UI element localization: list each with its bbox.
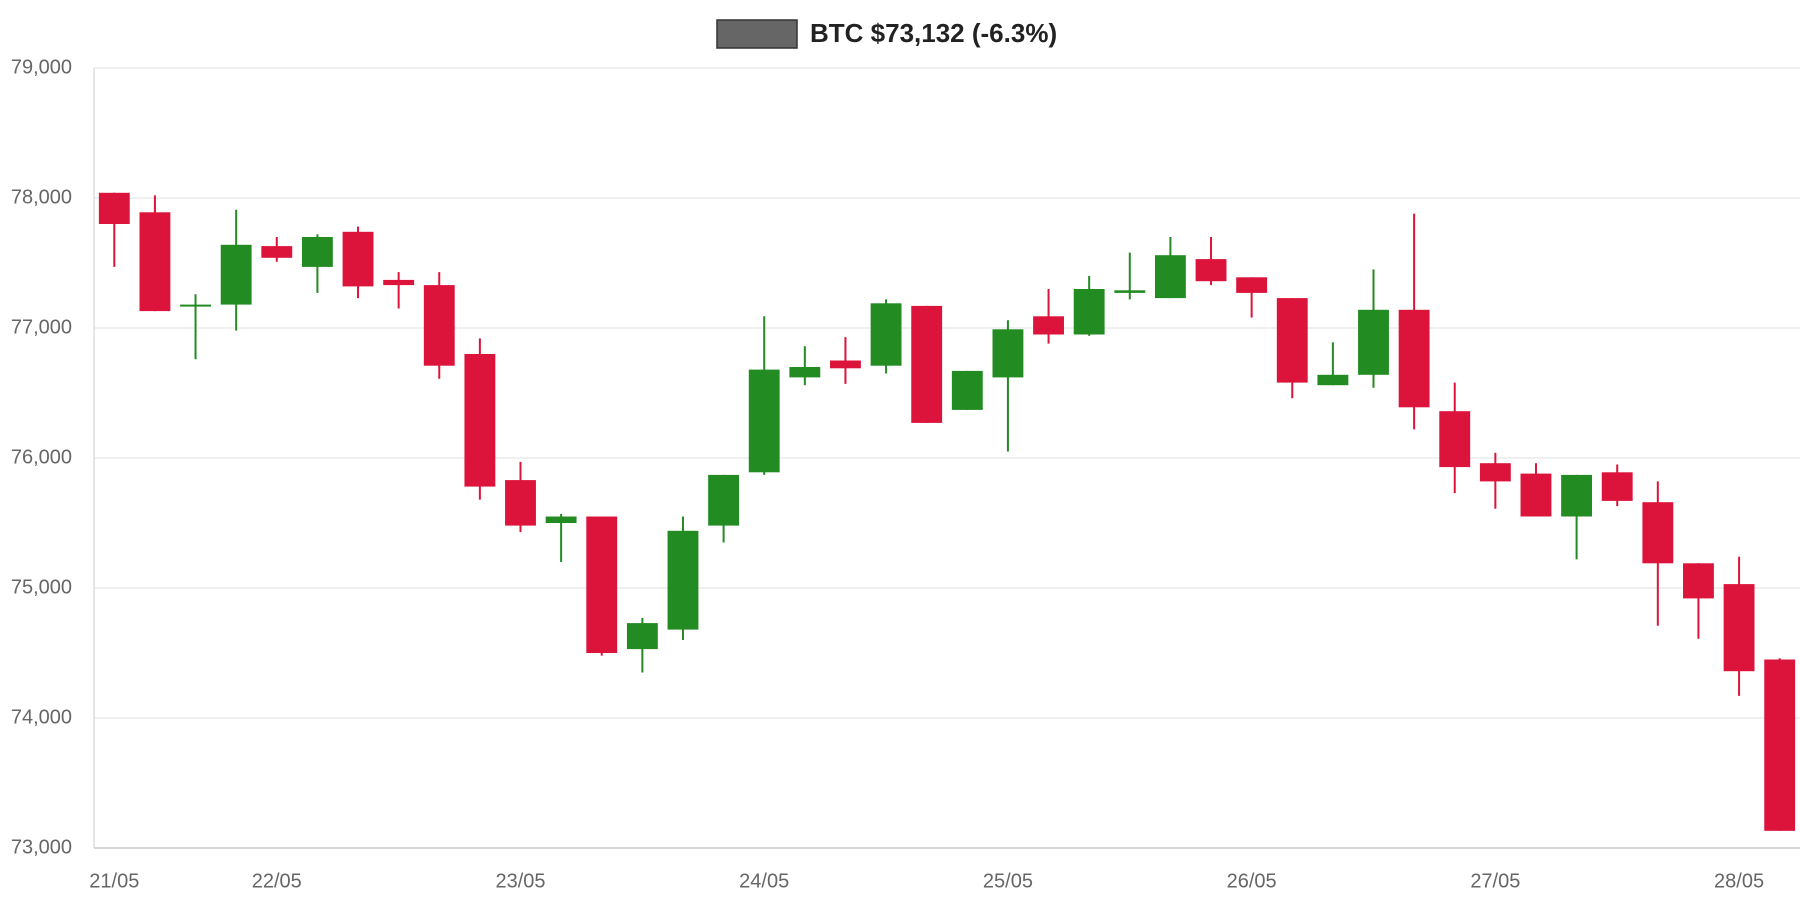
y-tick-label: 75,000 [11,576,72,598]
candle-body [586,516,618,653]
x-tick-label: 26/05 [1227,870,1277,892]
candle-body [139,212,171,312]
candle-body [1439,411,1471,468]
candle-body [1033,316,1064,335]
candle-body [708,474,740,526]
candle-body [1561,474,1593,517]
candle-body [464,354,496,487]
x-tick-label: 23/05 [495,870,545,892]
candle-body [1276,298,1308,383]
candle-body [1358,309,1389,375]
candle-body [1154,255,1186,299]
x-tick-label: 25/05 [983,870,1033,892]
candle-body [1114,290,1146,293]
y-tick-label: 79,000 [11,56,72,78]
candle-body [505,480,536,526]
candle-body [667,530,699,630]
x-tick-label: 21/05 [89,870,139,892]
candle-body [1398,309,1430,408]
candle-body [220,244,252,305]
legend-label: BTC $73,132 (-6.3%) [810,18,1057,48]
candle-body [98,192,130,224]
candle-body [789,367,821,378]
candle-body [383,279,415,286]
candle-body [992,329,1024,378]
x-tick-label: 22/05 [252,870,302,892]
candle-body [1520,473,1552,517]
candle-body [1195,259,1227,282]
y-tick-label: 74,000 [11,706,72,728]
candle-body [1683,563,1714,599]
x-tick-label: 24/05 [739,870,789,892]
y-tick-label: 76,000 [11,446,72,468]
candle-body [301,237,333,267]
candle-body [1764,659,1796,831]
candle-body [748,369,780,473]
candle-body [423,285,455,366]
y-tick-label: 78,000 [11,186,72,208]
candle-body [1317,374,1349,386]
y-tick-label: 73,000 [11,836,72,858]
candle-body [1601,472,1633,501]
candle-body [911,305,943,423]
candle-body [951,370,983,410]
candle-body [1642,502,1674,564]
x-tick-label: 28/05 [1714,870,1764,892]
y-tick-label: 77,000 [11,316,72,338]
candle-body [1479,463,1511,482]
candle-body [870,303,902,366]
candle-body [830,360,861,369]
candle-body [1723,584,1755,672]
candle-body [342,231,374,287]
candle-body [261,246,293,258]
x-tick-label: 27/05 [1470,870,1520,892]
candle-body [545,516,577,523]
candle-body [1236,277,1268,293]
legend-swatch [716,19,798,49]
candle-body [1073,289,1105,335]
candle-body [626,623,658,650]
candle-body [180,304,211,307]
